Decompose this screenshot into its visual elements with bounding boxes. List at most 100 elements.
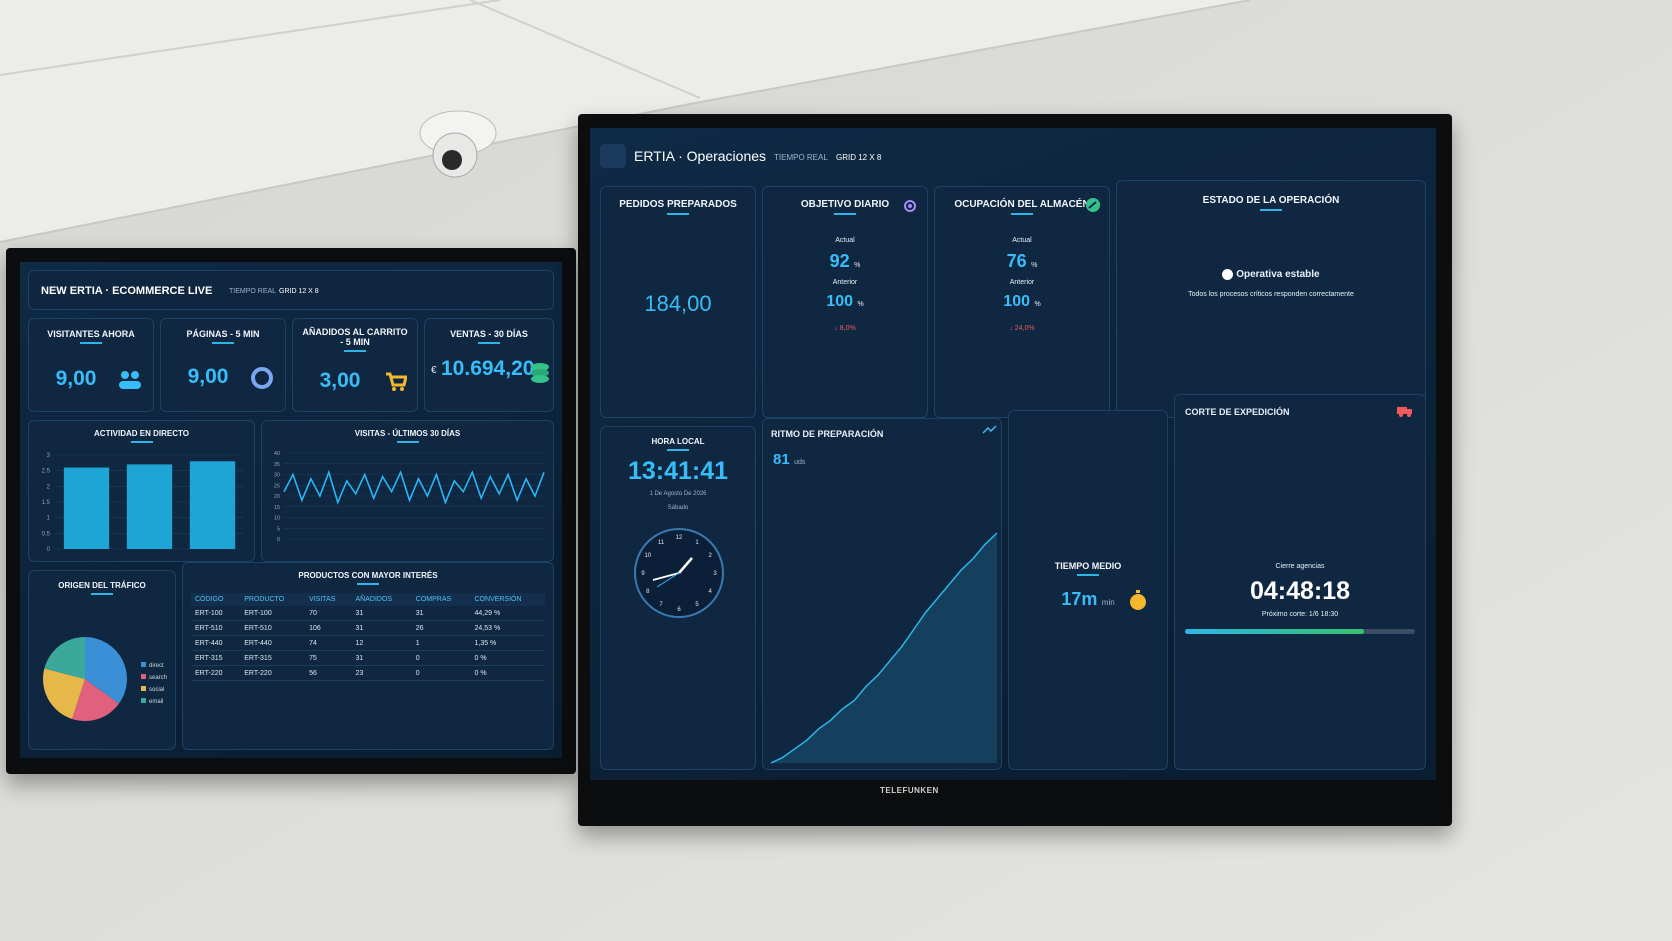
column-header: CÓDIGO	[191, 593, 241, 606]
minute-hand	[652, 572, 680, 581]
table-wrap: CÓDIGO PRODUCTO VISITAS AÑADIDOS COMPRAS CONV…	[191, 593, 545, 681]
table-cell: 0	[411, 650, 471, 666]
ceiling-seam	[469, 0, 701, 99]
estado-card: ESTADO DE LA OPERACIÓN Operativa estable…	[1116, 180, 1426, 418]
kpi-value: 3,00	[319, 369, 361, 392]
left-screen: NEW ERTIA · ECOMMERCE LIVE TIEMPO REAL G…	[20, 262, 562, 758]
actual-value: 92	[829, 251, 850, 271]
tiempo-card: TIEMPO MEDIO 17m min	[1008, 410, 1168, 770]
unit: %	[1031, 262, 1038, 269]
legend-swatch	[141, 662, 146, 667]
anterior-label: Anterior	[832, 279, 858, 286]
y-tick-label: 3	[47, 453, 51, 459]
kpi-card: PÁGINAS - 5 MIN 9,00	[160, 318, 286, 412]
actual-label: Actual	[835, 237, 855, 244]
header-grid: GRID 12 X 8	[279, 288, 319, 295]
pie-slice	[43, 668, 85, 719]
actual-label: Actual	[1012, 237, 1032, 244]
pie-slice	[85, 637, 127, 704]
table-row: ERT-510 ERT-510 106 31 26 24,53 %	[191, 620, 545, 636]
table-cell: 0	[411, 665, 471, 681]
clock-number: 12	[676, 535, 683, 541]
clock-number: 4	[709, 589, 713, 595]
area-fill	[771, 533, 997, 763]
pages-icon	[251, 367, 273, 389]
table-cell: 12	[351, 635, 412, 651]
pie-slice	[44, 637, 85, 679]
kpi-card: AÑADIDOS AL CARRITO - 5 MIN 3,00	[292, 318, 418, 412]
legend-label: direct	[149, 663, 164, 669]
hour-hand	[678, 557, 693, 574]
header-badge: TIEMPO REAL	[229, 288, 277, 295]
y-tick-label: 35	[274, 462, 280, 468]
table-cell: 106	[305, 620, 352, 636]
visits-card: VISITAS - ÚLTIMOS 30 DÍAS 0 5 10 15 20 25 30 35…	[261, 420, 554, 562]
table-cell: ERT-510	[191, 620, 241, 636]
column-header: COMPRAS	[411, 593, 471, 606]
table-cell: 26	[411, 620, 471, 636]
activity-chart: 0 0.5 1 1.5 2 2.5 3	[42, 453, 244, 553]
right-screen: ERTIA · Operaciones TIEMPO REAL GRID 12 …	[590, 128, 1436, 780]
kpi-label: PÁGINAS - 5 MIN	[161, 329, 285, 344]
table-cell: 0 %	[470, 650, 545, 666]
progress-track	[1185, 629, 1415, 634]
legend-label: email	[149, 699, 163, 705]
table-cell: 24,53 %	[470, 620, 545, 636]
table-cell: 44,29 %	[470, 606, 545, 621]
pie-slice	[72, 679, 119, 721]
delta: ↓ 8,0%	[834, 325, 856, 332]
table-cell: 31	[351, 620, 412, 636]
y-tick-label: 40	[274, 451, 280, 457]
countdown: 04:48:18	[1249, 577, 1351, 605]
header-row: CÓDIGO PRODUCTO VISITAS AÑADIDOS COMPRAS CONV…	[191, 593, 545, 606]
kpi-value: 9,00	[55, 367, 97, 390]
kpi-label: OBJETIVO DIARIO	[763, 199, 927, 215]
clock-number: 3	[713, 571, 717, 577]
truck-icon	[1397, 407, 1412, 417]
y-tick-label: 25	[274, 483, 280, 489]
progress-fill	[1185, 629, 1365, 634]
bar	[126, 464, 173, 549]
legend-swatch	[141, 686, 146, 691]
products-table: CÓDIGO PRODUCTO VISITAS AÑADIDOS COMPRAS CONV…	[191, 593, 545, 681]
delta: ↓ 24,0%	[1009, 325, 1035, 332]
anterior-value: 100	[826, 293, 853, 310]
kpi-label: AÑADIDOS AL CARRITO - 5 MIN	[293, 327, 417, 352]
actual-value: 76	[1006, 251, 1027, 271]
table-cell: 56	[305, 665, 352, 681]
clock-number: 2	[709, 553, 713, 559]
y-tick-label: 1.5	[42, 500, 51, 506]
unit: %	[857, 301, 864, 308]
y-tick-label: 10	[274, 516, 280, 522]
column-header: AÑADIDOS	[351, 593, 412, 606]
clock-number: 6	[677, 607, 681, 613]
y-tick-label: 30	[274, 473, 280, 479]
column-header: CONVERSIÓN	[470, 593, 545, 606]
table-cell: 1,35 %	[470, 635, 545, 651]
chart-title: VISITAS - ÚLTIMOS 30 DÍAS	[262, 429, 553, 443]
tiempo-row: 17m min	[1009, 589, 1167, 610]
y-tick-label: 15	[274, 505, 280, 511]
kpi-value: 10.694,20	[441, 357, 535, 380]
table-cell: 1	[411, 635, 471, 651]
kpi-label: TIEMPO MEDIO	[1009, 561, 1167, 576]
right-header: ERTIA · Operaciones TIEMPO REAL GRID 12 …	[600, 138, 1426, 178]
area-line	[770, 532, 998, 764]
table-cell: 31	[411, 606, 471, 621]
tv-brand: TELEFUNKEN	[880, 786, 939, 795]
table-cell: ERT-315	[240, 650, 306, 666]
unit: min	[1101, 598, 1115, 607]
kpi-label: PEDIDOS PREPARADOS	[601, 199, 755, 215]
table-cell: ERT-510	[240, 620, 306, 636]
status-row: Operativa estable	[1117, 269, 1425, 280]
legend-swatch	[141, 674, 146, 679]
anterior-row: 100 %	[935, 293, 1109, 311]
caption: Cierre agencias	[1275, 563, 1325, 570]
kpi-value: 9,00	[187, 365, 229, 388]
table-cell: 23	[351, 665, 412, 681]
next-cut: Próximo corte: 1/6 18:30	[1261, 611, 1339, 618]
table-cell: 75	[305, 650, 352, 666]
header-title: NEW ERTIA · ECOMMERCE LIVE	[41, 285, 213, 297]
table-cell: ERT-220	[191, 665, 241, 681]
